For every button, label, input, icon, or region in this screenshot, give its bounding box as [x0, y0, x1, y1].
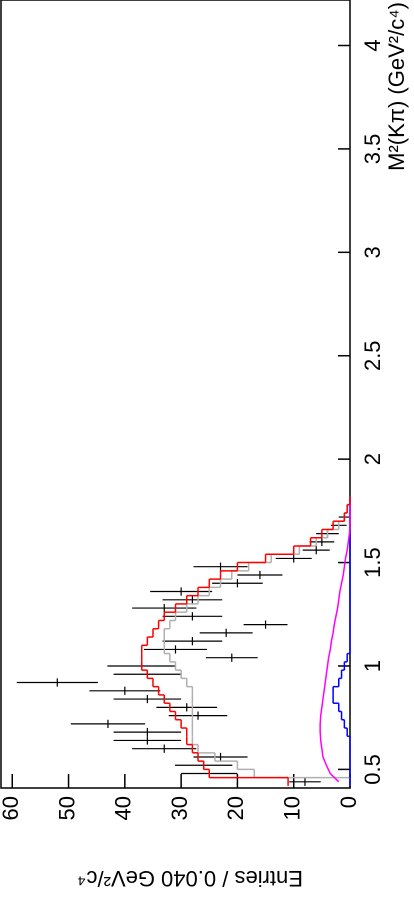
rotated-plot: M²(Kπ) (GeV²/c⁴) Entries / 0.040 GeV²/c⁴… — [0, 0, 409, 891]
x-tick-label: 2 — [360, 453, 385, 465]
x-tick-label: 1 — [360, 660, 385, 672]
y-tick-label: 10 — [280, 796, 305, 820]
x-tick-label: 3 — [360, 246, 385, 258]
x-tick-label: 2.5 — [360, 340, 385, 371]
x-tick-label: 4 — [360, 39, 385, 51]
y-tick-label: 30 — [167, 796, 192, 820]
y-tick-label: 50 — [54, 796, 79, 820]
y-tick-label: 40 — [111, 796, 136, 820]
plot-frame — [0, 0, 351, 789]
y-tick-label: 60 — [0, 796, 23, 820]
curve — [319, 500, 351, 783]
x-tick-label: 1.5 — [360, 547, 385, 578]
x-axis-title: M²(Kπ) (GeV²/c⁴) — [384, 2, 409, 171]
x-tick-label: 0.5 — [360, 754, 385, 785]
y-tick-label: 0 — [336, 796, 361, 808]
y-tick-label: 20 — [223, 796, 248, 820]
x-tick-label: 3.5 — [360, 134, 385, 165]
y-axis-title: Entries / 0.040 GeV²/c⁴ — [77, 866, 303, 891]
